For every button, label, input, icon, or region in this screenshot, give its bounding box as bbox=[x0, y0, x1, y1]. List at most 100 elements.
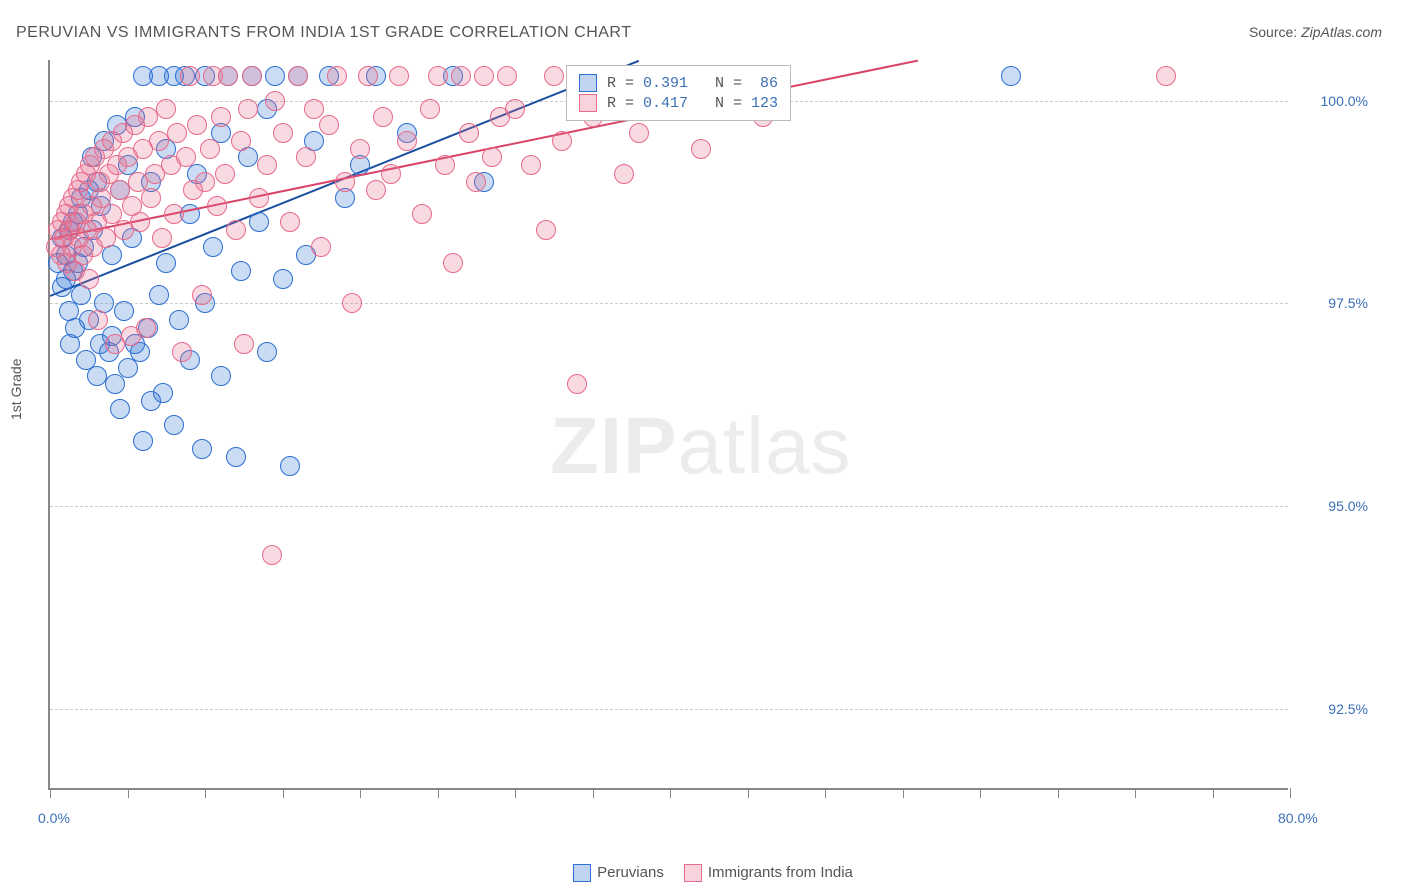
x-tick bbox=[980, 788, 981, 798]
scatter-point bbox=[544, 66, 564, 86]
x-tick bbox=[593, 788, 594, 798]
scatter-point bbox=[327, 66, 347, 86]
x-tick bbox=[205, 788, 206, 798]
legend-swatch bbox=[579, 94, 597, 112]
scatter-point bbox=[280, 212, 300, 232]
y-tick-label: 92.5% bbox=[1298, 701, 1368, 717]
scatter-point bbox=[397, 131, 417, 151]
scatter-point bbox=[567, 374, 587, 394]
x-tick bbox=[360, 788, 361, 798]
scatter-point bbox=[319, 115, 339, 135]
scatter-point bbox=[288, 66, 308, 86]
x-tick bbox=[1058, 788, 1059, 798]
scatter-point bbox=[105, 374, 125, 394]
y-tick-label: 100.0% bbox=[1298, 93, 1368, 109]
scatter-point bbox=[88, 310, 108, 330]
scatter-point bbox=[242, 66, 262, 86]
source-credit: Source: ZipAtlas.com bbox=[1249, 24, 1382, 40]
x-tick bbox=[670, 788, 671, 798]
x-tick bbox=[283, 788, 284, 798]
scatter-point bbox=[133, 431, 153, 451]
scatter-point bbox=[350, 139, 370, 159]
scatter-point bbox=[231, 261, 251, 281]
scatter-point bbox=[249, 212, 269, 232]
scatter-point bbox=[79, 269, 99, 289]
scatter-point bbox=[153, 383, 173, 403]
scatter-point bbox=[164, 415, 184, 435]
stats-legend-row: R = 0.391 N = 86 bbox=[579, 74, 778, 92]
stats-legend-row: R = 0.417 N = 123 bbox=[579, 94, 778, 112]
x-tick-label: 0.0% bbox=[38, 810, 70, 826]
scatter-point bbox=[156, 253, 176, 273]
scatter-point bbox=[342, 293, 362, 313]
stats-legend-text: R = 0.417 N = 123 bbox=[607, 95, 778, 112]
scatter-point bbox=[257, 155, 277, 175]
legend-bottom: Peruvians Immigrants from India bbox=[0, 864, 1406, 882]
scatter-point bbox=[335, 172, 355, 192]
scatter-point bbox=[164, 204, 184, 224]
legend-label: Peruvians bbox=[597, 864, 664, 881]
x-tick-label: 80.0% bbox=[1278, 810, 1318, 826]
scatter-point bbox=[226, 447, 246, 467]
scatter-point bbox=[136, 318, 156, 338]
x-tick bbox=[825, 788, 826, 798]
x-tick bbox=[1290, 788, 1291, 798]
scatter-point bbox=[167, 123, 187, 143]
scatter-point bbox=[497, 66, 517, 86]
y-axis-title: 1st Grade bbox=[8, 359, 24, 420]
scatter-point bbox=[311, 237, 331, 257]
gridline bbox=[50, 303, 1288, 304]
scatter-point bbox=[234, 334, 254, 354]
scatter-point bbox=[195, 172, 215, 192]
x-tick bbox=[515, 788, 516, 798]
scatter-point bbox=[238, 99, 258, 119]
legend-label: Immigrants from India bbox=[708, 864, 853, 881]
stats-legend: R = 0.391 N = 86 R = 0.417 N = 123 bbox=[566, 65, 791, 121]
scatter-point bbox=[273, 123, 293, 143]
scatter-point bbox=[1001, 66, 1021, 86]
scatter-point bbox=[200, 139, 220, 159]
scatter-point bbox=[420, 99, 440, 119]
scatter-point bbox=[114, 301, 134, 321]
scatter-point bbox=[273, 269, 293, 289]
watermark: ZIPatlas bbox=[550, 400, 851, 492]
scatter-point bbox=[428, 66, 448, 86]
scatter-point bbox=[412, 204, 432, 224]
scatter-point bbox=[443, 253, 463, 273]
gridline bbox=[50, 709, 1288, 710]
legend-swatch bbox=[579, 74, 597, 92]
scatter-point bbox=[215, 164, 235, 184]
scatter-point bbox=[614, 164, 634, 184]
scatter-point bbox=[211, 107, 231, 127]
scatter-point bbox=[466, 172, 486, 192]
scatter-point bbox=[358, 66, 378, 86]
scatter-point bbox=[207, 196, 227, 216]
x-tick bbox=[748, 788, 749, 798]
scatter-point bbox=[149, 131, 169, 151]
legend-swatch bbox=[684, 864, 702, 882]
scatter-point bbox=[138, 107, 158, 127]
chart-title: PERUVIAN VS IMMIGRANTS FROM INDIA 1ST GR… bbox=[16, 24, 631, 42]
scatter-point bbox=[169, 310, 189, 330]
scatter-point bbox=[149, 285, 169, 305]
scatter-point bbox=[373, 107, 393, 127]
scatter-point bbox=[130, 212, 150, 232]
scatter-point bbox=[474, 66, 494, 86]
scatter-point bbox=[87, 366, 107, 386]
scatter-plot: ZIPatlas R = 0.391 N = 86 R = 0.417 N = 12… bbox=[48, 60, 1288, 790]
scatter-point bbox=[118, 358, 138, 378]
scatter-point bbox=[265, 91, 285, 111]
x-tick bbox=[128, 788, 129, 798]
scatter-point bbox=[691, 139, 711, 159]
scatter-point bbox=[218, 66, 238, 86]
scatter-point bbox=[389, 66, 409, 86]
x-tick bbox=[50, 788, 51, 798]
source-value: ZipAtlas.com bbox=[1301, 24, 1382, 40]
scatter-point bbox=[521, 155, 541, 175]
x-tick bbox=[1135, 788, 1136, 798]
x-tick bbox=[438, 788, 439, 798]
scatter-point bbox=[536, 220, 556, 240]
scatter-point bbox=[192, 439, 212, 459]
scatter-point bbox=[187, 115, 207, 135]
scatter-point bbox=[203, 237, 223, 257]
